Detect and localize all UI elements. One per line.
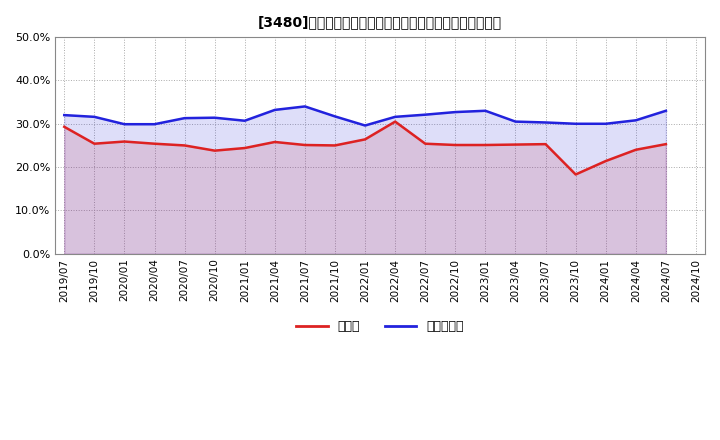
Title: [3480]　現顔金、有利子負債の総資産に対する比率の推移: [3480] 現顔金、有利子負債の総資産に対する比率の推移 [258,15,502,29]
Legend: 現顔金, 有利子負債: 現顔金, 有利子負債 [292,315,469,338]
